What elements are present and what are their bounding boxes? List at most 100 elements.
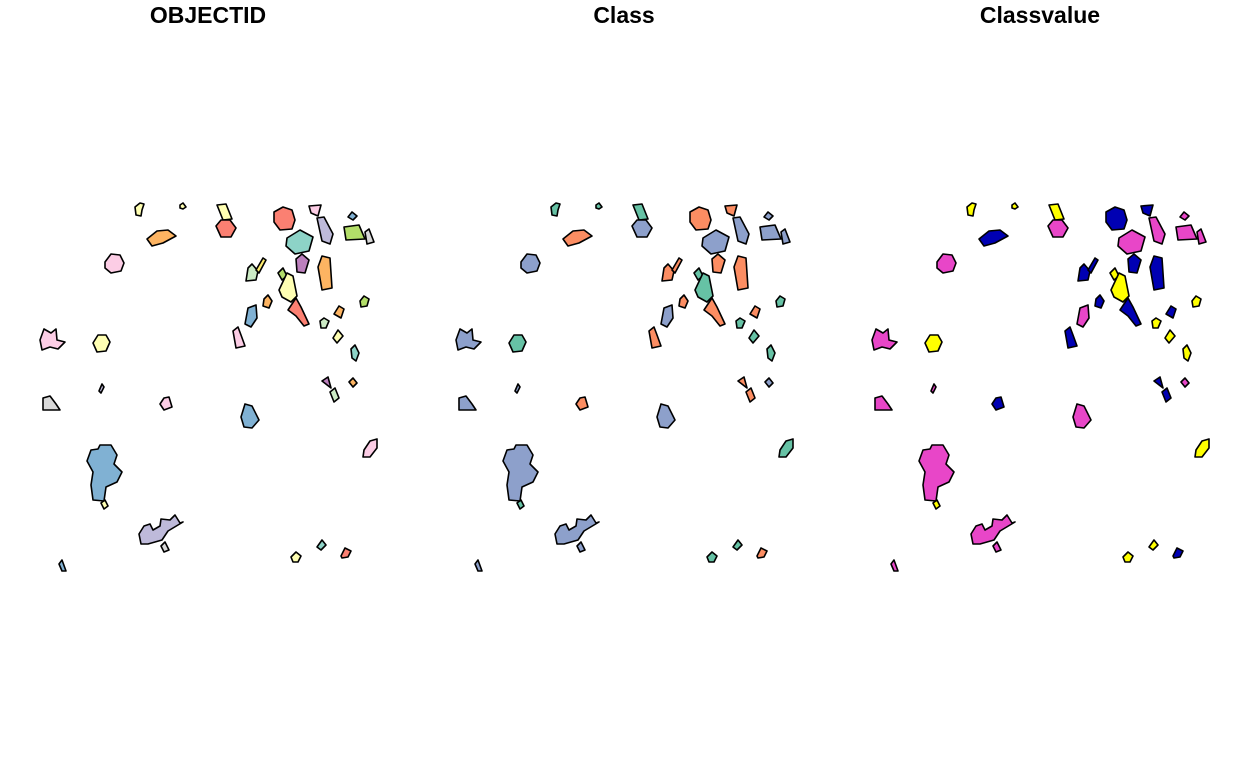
polygon-p36 [1161,387,1172,403]
polygon-p34 [1153,376,1164,389]
polygon-p13 [780,228,791,245]
polygon-p27 [1164,329,1176,344]
polygon-p11 [1148,216,1166,245]
polygon-p25 [333,305,345,319]
polygon-p04 [520,253,541,274]
polygon-p08 [308,204,322,217]
polygon-p41 [138,514,184,545]
polygon-p09 [1179,211,1190,221]
polygon-p10 [285,229,314,255]
polygon-p40 [86,444,123,502]
polygon-p43 [890,559,899,572]
panel-title: Class [593,2,655,28]
polygon-p22 [244,304,258,328]
polygon-p19 [1110,272,1130,303]
polygon-p41 [554,514,600,545]
polygon-p42 [992,541,1002,553]
polygon-p40 [918,444,955,502]
polygon-p16 [295,253,310,274]
polygon-p19 [278,272,298,303]
polygon-p17 [317,255,333,291]
polygon-p16 [711,253,726,274]
polygon-p28 [766,344,776,362]
polygon-p11 [732,216,750,245]
polygon-p35 [764,377,774,388]
polygon-p46 [340,547,352,559]
polygon-p26 [1191,295,1202,308]
polygon-p35 [348,377,358,388]
polygon-p23 [648,326,662,349]
polygon-p36 [329,387,340,403]
polygon-p46 [756,547,768,559]
polygon-p29 [39,328,66,351]
polygon-p02 [1011,202,1019,210]
polygon-p32 [930,383,937,394]
polygon-p37 [1072,403,1092,429]
polygon-p22 [1076,304,1090,328]
polygon-p03 [146,229,177,247]
polygon-p43 [474,559,483,572]
polygon-p25 [749,305,761,319]
polygon-map [39,202,378,572]
polygon-p08 [1140,204,1154,217]
polygon-p07 [689,206,712,231]
polygon-p08 [724,204,738,217]
polygon-p09 [763,211,774,221]
polygon-p06 [631,219,653,238]
polygon-p13 [1196,228,1207,245]
polygon-p02 [595,202,603,210]
polygon-p04 [104,253,125,274]
polygon-p15 [671,257,683,274]
polygon-p28 [1182,344,1192,362]
panel-title: OBJECTID [149,2,267,28]
polygon-p30 [92,334,111,353]
polygon-p20 [1119,297,1142,327]
polygon-p45 [1148,539,1159,551]
polygon-p07 [273,206,296,231]
polygon-p31 [42,395,61,411]
polygon-p09 [347,211,358,221]
polygon-p13 [364,228,375,245]
polygon-p32 [514,383,521,394]
polygon-p43 [58,559,67,572]
polygon-p31 [458,395,477,411]
polygon-p17 [733,255,749,291]
polygon-p20 [703,297,726,327]
polygon-p05 [1048,203,1065,221]
polygon-p24 [319,317,330,329]
polygon-p14 [1077,263,1091,282]
polygon-p29 [871,328,898,351]
polygon-p38 [1194,438,1210,458]
polygon-p03 [978,229,1009,247]
polygon-p06 [1047,219,1069,238]
polygon-p21 [1094,294,1105,309]
polygon-p27 [332,329,344,344]
polygon-p23 [232,326,246,349]
polygon-p26 [359,295,370,308]
polygon-p32 [98,383,105,394]
polygon-p19 [694,272,714,303]
polygon-p14 [661,263,675,282]
polygon-p20 [287,297,310,327]
map-panel-objectid: OBJECTID [0,0,416,768]
polygon-p45 [732,539,743,551]
polygon-p14 [245,263,259,282]
polygon-p23 [1064,326,1078,349]
map-panel-classvalue: Classvalue [832,0,1248,768]
polygon-p02 [179,202,187,210]
polygon-p04 [936,253,957,274]
polygon-p03 [562,229,593,247]
polygon-p45 [316,539,327,551]
polygon-p25 [1165,305,1177,319]
polygon-p10 [1117,229,1146,255]
polygon-p34 [321,376,332,389]
polygon-p07 [1105,206,1128,231]
polygon-p38 [362,438,378,458]
polygon-p01 [550,202,561,217]
polygon-p22 [660,304,674,328]
polygon-p40 [502,444,539,502]
polygon-p06 [215,219,237,238]
polygon-p01 [134,202,145,217]
polygon-p30 [508,334,527,353]
map-panel-class: Class [416,0,832,768]
